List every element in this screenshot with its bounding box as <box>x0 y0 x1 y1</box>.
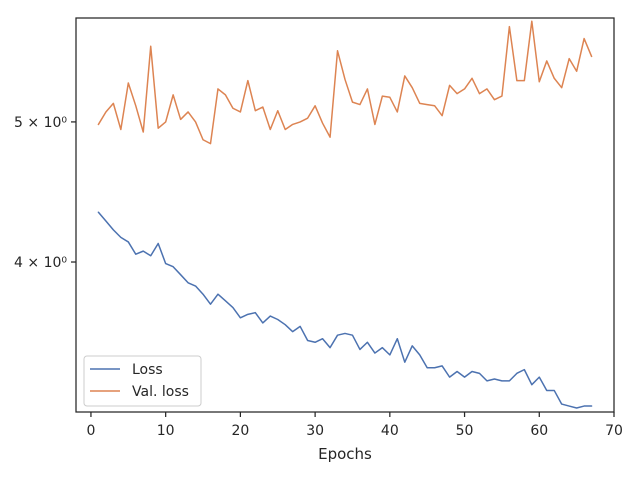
y-axis-ticks: 4 × 10⁰ 5 × 10⁰ <box>14 115 76 271</box>
x-tick-label: 30 <box>306 423 324 439</box>
legend-label-val-loss: Val. loss <box>132 384 189 400</box>
x-tick-label: 40 <box>381 423 399 439</box>
plot-area <box>76 18 614 412</box>
x-tick-label: 70 <box>605 423 623 439</box>
plot-frame <box>75 17 615 413</box>
x-tick-label: 50 <box>456 423 474 439</box>
y-tick-label: 4 × 10⁰ <box>14 255 67 271</box>
x-tick-label: 20 <box>231 423 249 439</box>
legend: Loss Val. loss <box>83 355 202 407</box>
series-lines <box>97 20 593 409</box>
x-axis-ticks: 0 10 20 30 40 50 60 70 <box>86 412 623 439</box>
series-line-val-loss <box>97 20 593 145</box>
x-tick-label: 0 <box>86 423 95 439</box>
y-tick-label: 5 × 10⁰ <box>14 115 67 131</box>
series-line-loss <box>97 211 593 409</box>
x-tick-label: 10 <box>157 423 175 439</box>
x-tick-label: 60 <box>530 423 548 439</box>
x-axis-label: Epochs <box>318 445 372 463</box>
legend-label-loss: Loss <box>132 362 163 378</box>
